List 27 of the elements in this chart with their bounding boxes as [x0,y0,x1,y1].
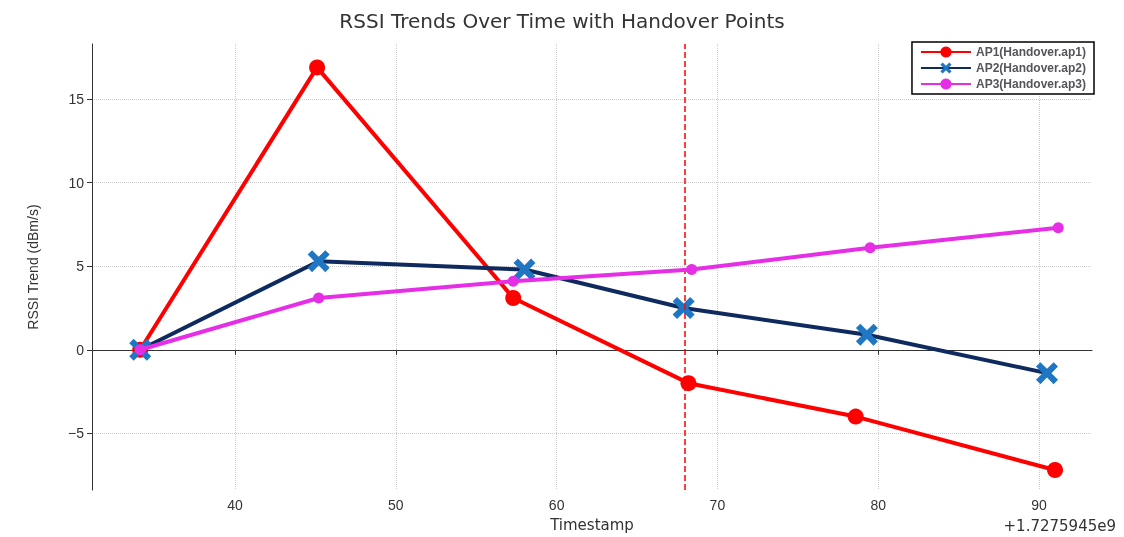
x-tick-label: 60 [548,497,565,514]
point [507,275,519,287]
chart-title: RSSI Trends Over Time with Handover Points [339,9,785,33]
x-tick-label: 70 [709,497,726,514]
point [864,242,876,254]
point [686,264,698,276]
point [505,289,522,306]
legend-label: AP1(Handover.ap1) [975,45,1087,59]
x-axis-title: Timestamp [549,515,634,534]
y-axis-title: RSSI Trend (dBm/s) [25,204,41,330]
legend-label: AP2(Handover.ap2) [975,61,1087,75]
y-tick-label: −5 [68,425,85,442]
point [309,59,326,76]
y-tick-label: 15 [68,91,85,108]
point [1047,462,1064,479]
legend-label: AP3(Handover.ap3) [975,77,1087,91]
text: +1.7275945e9 [1003,516,1117,535]
point [847,408,864,425]
x-tick-label: 90 [1031,497,1047,514]
y-tick-label: 5 [76,258,85,275]
x-tick-label: 80 [870,497,887,514]
x-tick-label: 40 [227,497,244,514]
x-tick-label: 50 [388,497,404,514]
point [313,292,325,304]
y-tick-label: 10 [68,174,85,191]
point [1052,222,1064,234]
y-tick-label: 0 [76,341,85,358]
